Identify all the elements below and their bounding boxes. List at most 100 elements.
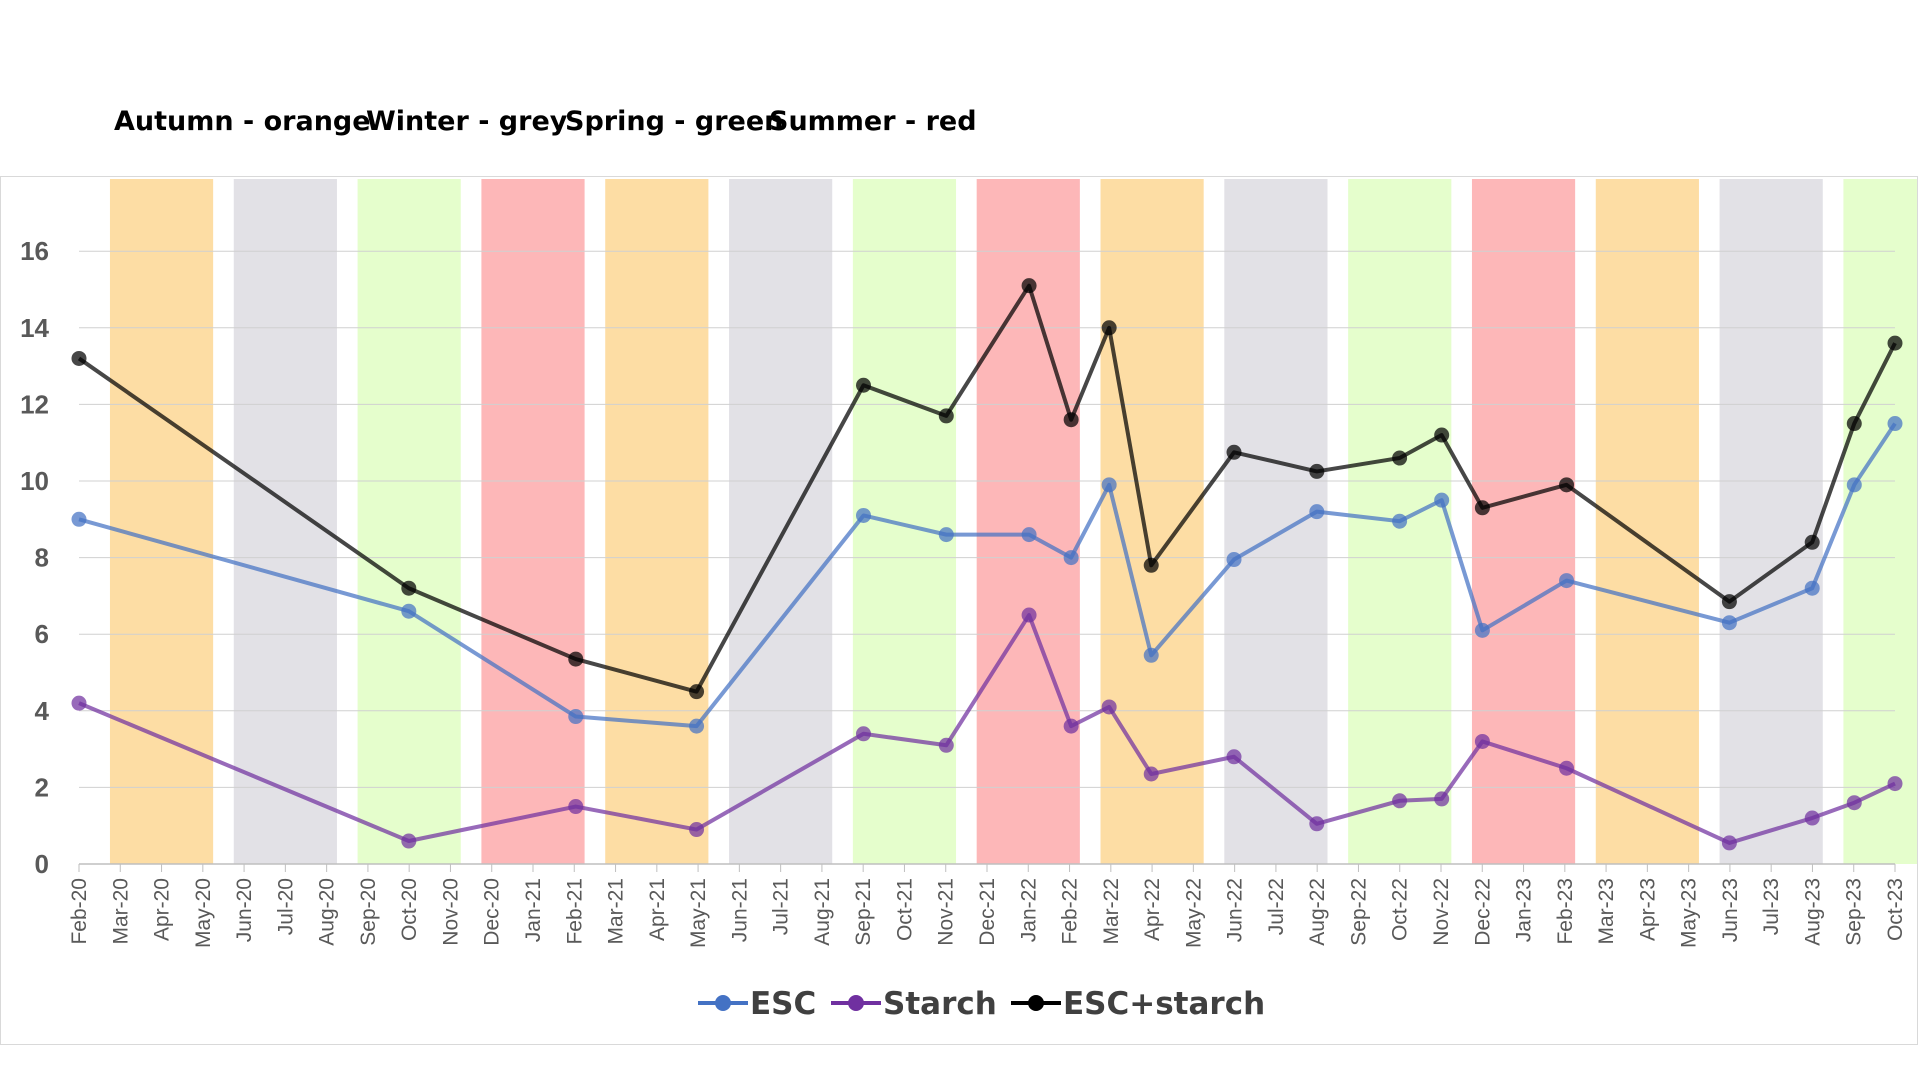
data-point-starch [71, 695, 87, 711]
data-point-esc-starch [1392, 450, 1408, 466]
x-tick-label: Dec-20 [481, 878, 504, 946]
y-tick-label: 10 [20, 466, 49, 496]
x-tick-label: Jan-23 [1513, 878, 1536, 942]
season-key-winter: Winter - grey [366, 106, 568, 137]
x-tick-label: May-22 [1182, 878, 1205, 948]
data-point-starch [1559, 760, 1575, 776]
data-point-esc [1143, 647, 1159, 663]
season-band-winter [1224, 179, 1328, 864]
x-tick-label: Jul-20 [274, 878, 297, 935]
y-tick-label: 14 [20, 313, 49, 343]
x-tick-label: Oct-23 [1884, 878, 1907, 941]
season-key: Autumn - orange Winter - grey Spring - g… [0, 0, 1920, 160]
season-band-summer [1471, 179, 1576, 864]
data-point-esc-starch [1474, 500, 1490, 516]
data-point-esc [1392, 513, 1408, 529]
x-tick-label: Jun-21 [728, 878, 751, 942]
data-point-esc [1804, 580, 1820, 596]
data-point-esc-starch [1434, 427, 1450, 443]
data-point-esc-starch [568, 651, 584, 667]
x-tick-label: Aug-23 [1801, 878, 1824, 946]
x-tick-label: Mar-22 [1100, 878, 1123, 945]
data-point-starch [1392, 793, 1408, 809]
season-band-winter [729, 179, 833, 864]
season-band-spring [1843, 179, 1917, 864]
data-point-esc-starch [1887, 335, 1903, 351]
data-point-esc-starch [938, 408, 954, 424]
data-point-esc-starch [1721, 594, 1737, 610]
data-point-starch [938, 737, 954, 753]
x-tick-label: Apr-20 [151, 878, 174, 941]
y-tick-label: 4 [35, 696, 50, 726]
legend-label-esc-starch: ESC+starch [1063, 986, 1265, 1022]
x-tick-label: Nov-21 [935, 878, 958, 946]
x-tick-label: Feb-21 [563, 878, 586, 945]
data-point-esc [401, 603, 417, 619]
x-tick-label: Apr-21 [646, 878, 669, 941]
x-tick-label: Jan-22 [1017, 878, 1040, 942]
data-point-starch [1474, 733, 1490, 749]
legend-marker-esc-starch [1028, 995, 1044, 1011]
data-point-esc [855, 507, 871, 523]
data-point-esc [1846, 477, 1862, 493]
data-point-starch [1143, 766, 1159, 782]
season-key-summer: Summer - red [769, 106, 977, 137]
series-line-starch [78, 613, 1896, 845]
data-point-esc-starch [1804, 534, 1820, 550]
season-band-summer [481, 179, 585, 864]
season-band-summer [976, 179, 1080, 864]
x-tick-label: Jul-22 [1265, 878, 1288, 935]
data-point-esc [1101, 477, 1117, 493]
data-point-esc [1721, 615, 1737, 631]
data-point-esc [1063, 550, 1079, 566]
data-point-esc [1474, 622, 1490, 638]
legend-marker-starch [848, 995, 864, 1011]
data-point-starch [1309, 816, 1325, 832]
x-tick-label: Sep-21 [852, 878, 875, 946]
y-tick-label: 0 [35, 849, 49, 879]
data-point-esc [1559, 573, 1575, 589]
legend-label-starch: Starch [883, 986, 997, 1022]
data-point-esc [689, 718, 705, 734]
data-point-esc-starch [689, 684, 705, 700]
data-point-esc [1887, 416, 1903, 432]
data-point-esc [1226, 552, 1242, 568]
series-line-esc-starch [77, 283, 1897, 694]
data-point-esc-starch [1143, 557, 1159, 573]
x-tick-label: Mar-23 [1595, 878, 1618, 945]
x-tick-label: Oct-20 [398, 878, 421, 941]
data-point-starch [1063, 718, 1079, 734]
line-chart: 0 2 4 6 8 10 12 14 16 Feb-20 Mar-20 Apr-20 May-20 Jun… [20, 179, 1917, 1022]
x-tick-label: Feb-22 [1059, 878, 1082, 945]
data-point-esc-starch [1226, 444, 1242, 460]
data-point-starch [1434, 791, 1450, 807]
data-point-esc [1021, 527, 1037, 543]
season-band-autumn [1100, 179, 1204, 864]
data-point-starch [1846, 795, 1862, 811]
data-point-esc-starch [1309, 463, 1325, 479]
x-tick-label: Apr-22 [1141, 878, 1164, 941]
data-point-starch [1101, 699, 1117, 715]
x-tick-label: Jul-21 [770, 878, 793, 935]
data-point-esc-starch [401, 580, 417, 596]
data-point-starch [689, 822, 705, 838]
x-tick-label: Dec-22 [1471, 878, 1494, 946]
season-band-winter [1719, 179, 1823, 864]
series-line-esc [78, 422, 1897, 729]
data-point-esc [1434, 492, 1450, 508]
data-point-esc [1309, 504, 1325, 520]
x-tick-label: Mar-21 [605, 878, 628, 945]
x-tick-label: Oct-21 [893, 878, 916, 941]
y-tick-label: 6 [35, 619, 49, 649]
season-band-spring [357, 179, 461, 864]
x-tick-label: Oct-22 [1389, 878, 1412, 941]
data-point-esc-starch [1063, 412, 1079, 428]
data-point-esc-starch [1559, 477, 1575, 493]
x-tick-label: Dec-21 [976, 878, 999, 946]
x-tick-label: Aug-22 [1306, 878, 1329, 946]
x-tick-label: May-20 [192, 878, 215, 948]
x-tick-label: Sep-20 [357, 878, 380, 946]
x-tick-label: Jun-20 [233, 878, 256, 942]
x-tick-label: Sep-23 [1843, 878, 1866, 946]
season-band-autumn [1595, 179, 1699, 864]
